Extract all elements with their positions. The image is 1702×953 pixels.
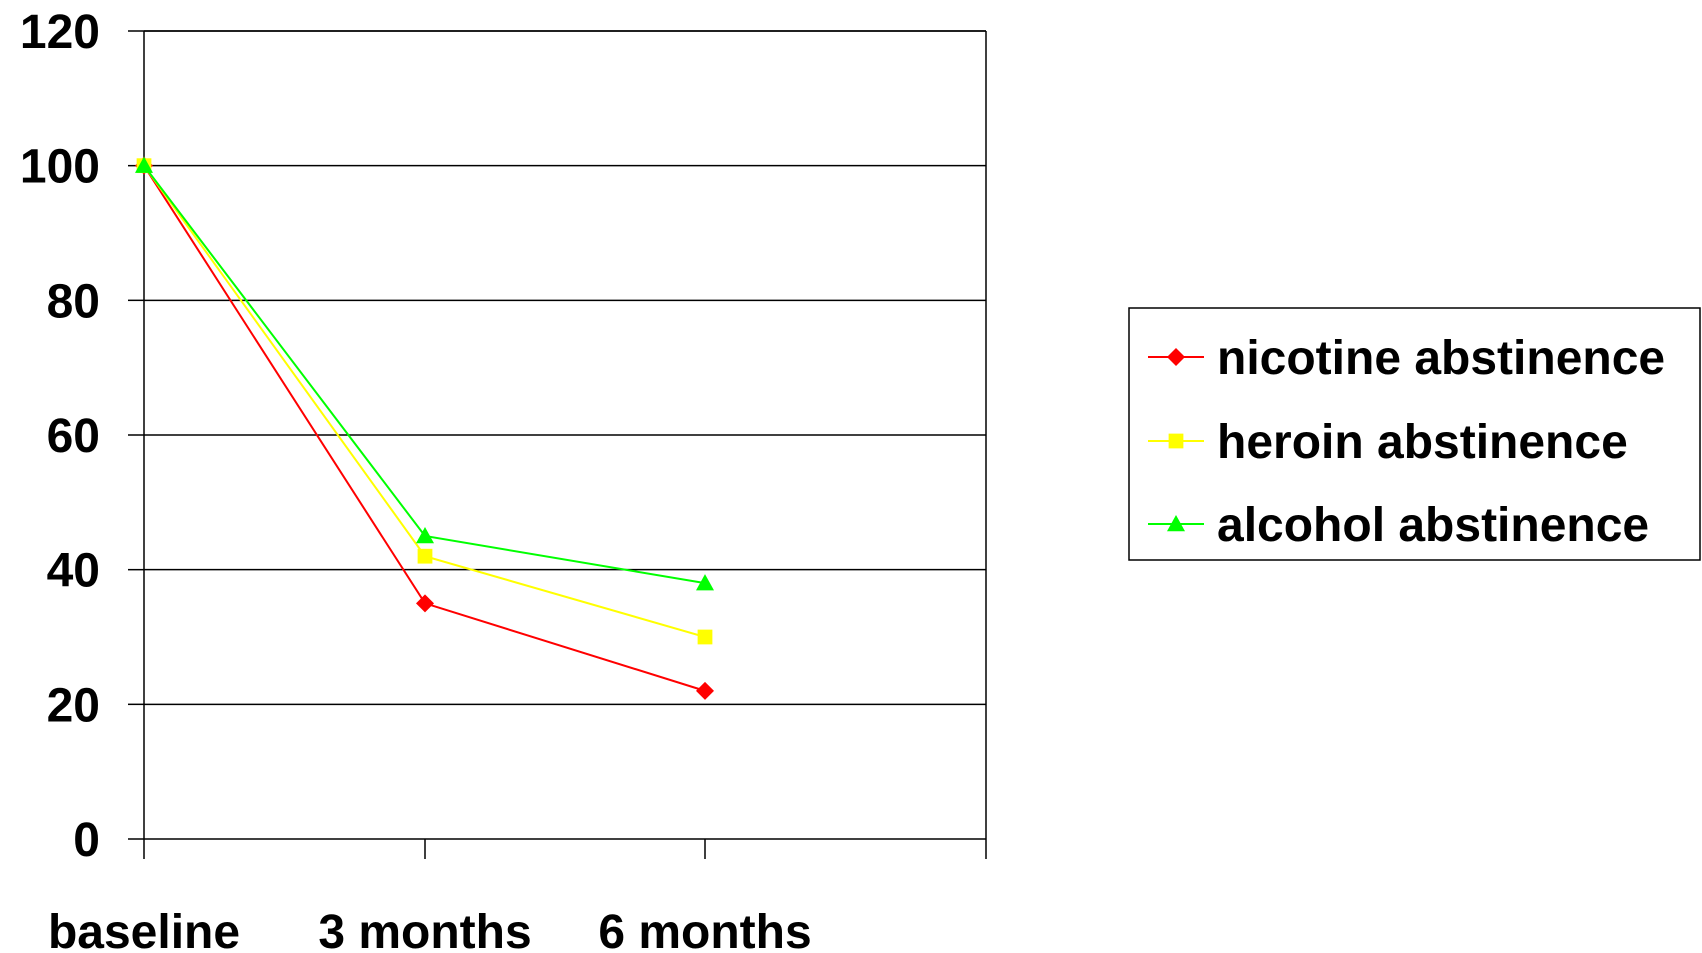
data-point-square xyxy=(417,548,433,564)
y-tick-label: 120 xyxy=(20,6,100,59)
x-tick-labels: baseline 3 months 6 months xyxy=(48,906,812,953)
x-tick-label: 6 months xyxy=(598,906,811,953)
gridlines xyxy=(144,30,986,706)
data-point-square xyxy=(697,629,713,645)
series-line-heroin-abstinence xyxy=(143,165,706,638)
legend-marker-triangle xyxy=(1167,515,1185,532)
legend-label: alcohol abstinence xyxy=(1217,499,1649,552)
x-tick-label: baseline xyxy=(48,906,240,953)
data-point-triangle xyxy=(135,156,153,173)
y-tick-label: 20 xyxy=(47,679,100,732)
data-point-diamond xyxy=(416,594,434,613)
legend-label: heroin abstinence xyxy=(1217,416,1628,469)
y-tick-label: 80 xyxy=(47,275,100,328)
legend-label: nicotine abstinence xyxy=(1217,332,1665,385)
data-point-triangle xyxy=(416,527,434,544)
series-lines xyxy=(135,156,714,700)
y-tick-label: 0 xyxy=(73,814,100,867)
legend-marker-square xyxy=(1168,433,1184,449)
x-tick-label: 3 months xyxy=(318,906,531,953)
axes xyxy=(128,30,987,859)
y-tick-label: 100 xyxy=(20,141,100,194)
data-point-diamond xyxy=(696,681,714,700)
y-tick-label: 40 xyxy=(47,545,100,598)
data-point-triangle xyxy=(696,574,714,591)
legend: nicotine abstinence heroin abstinence alco… xyxy=(1128,307,1701,561)
series-line-alcohol-abstinence xyxy=(143,165,706,585)
legend-box xyxy=(1128,307,1701,561)
legend-marker-diamond xyxy=(1167,348,1185,366)
y-tick-label: 60 xyxy=(47,410,100,463)
y-tick-labels: 0 20 40 60 80 100 120 xyxy=(20,6,100,867)
